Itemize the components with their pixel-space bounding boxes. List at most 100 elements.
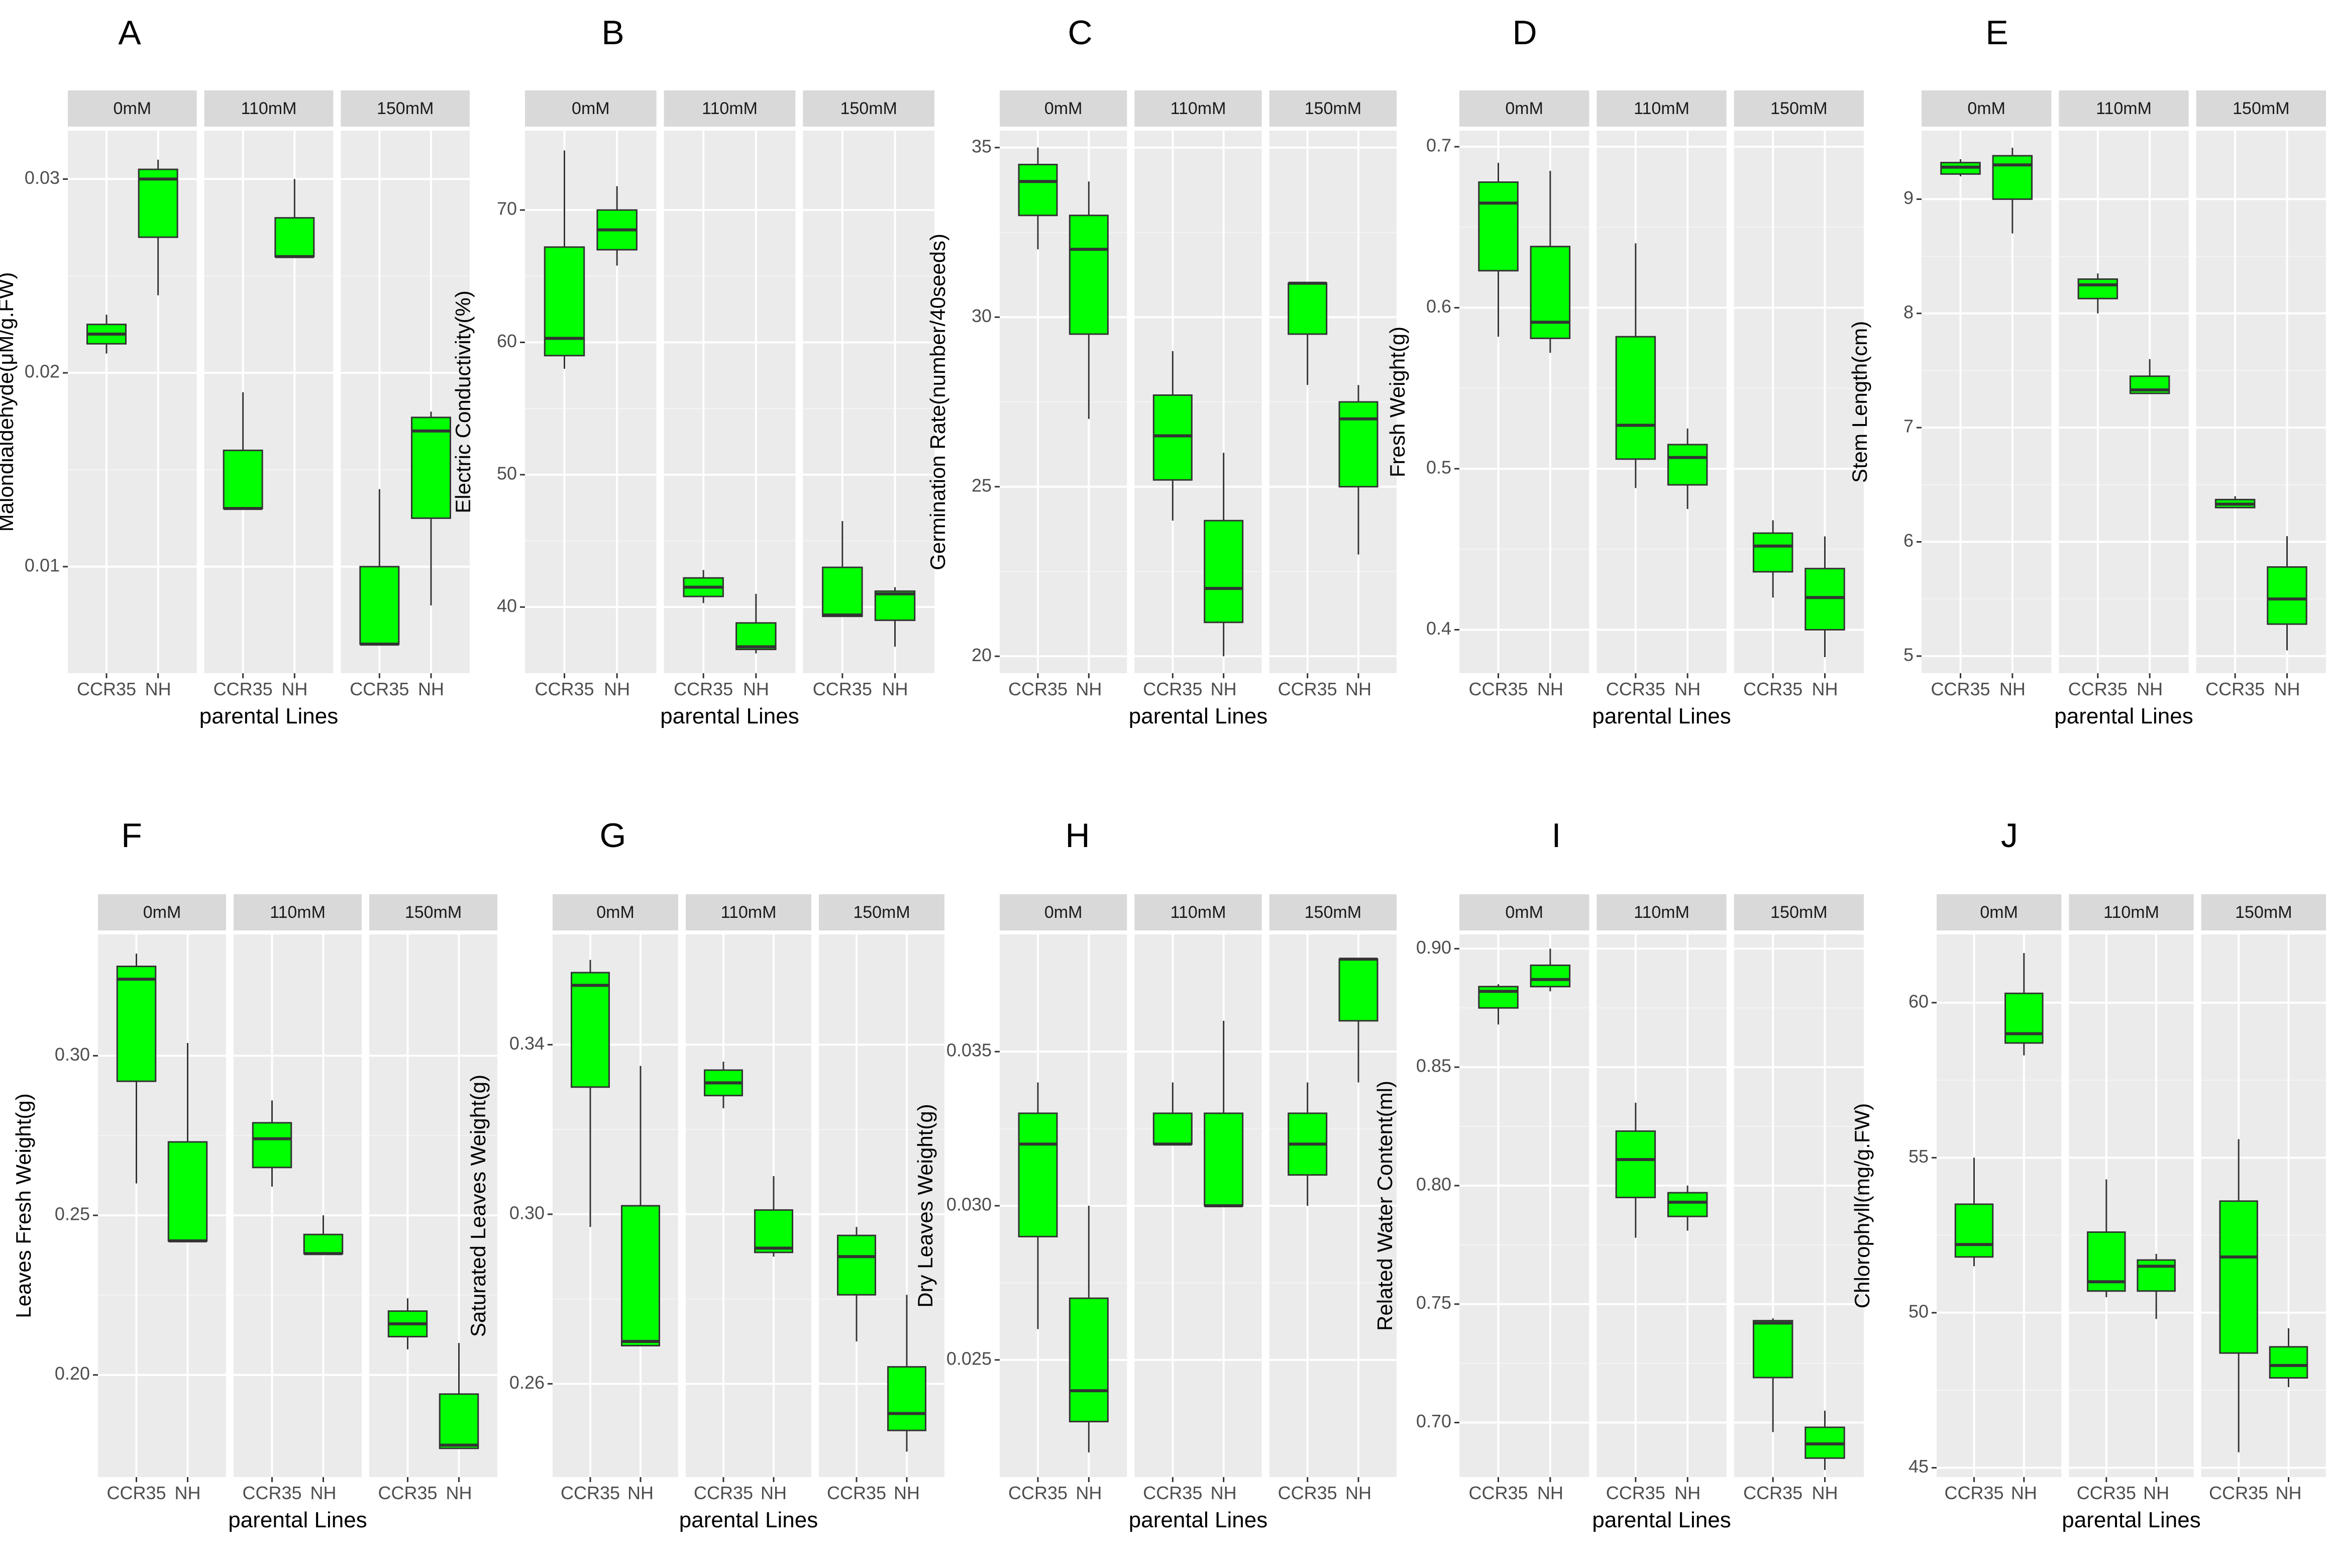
facet-label: 110mM <box>1634 99 1689 118</box>
panel-letter: F <box>121 816 142 855</box>
y-tick-label: 0.34 <box>509 1033 545 1054</box>
facet-label: 0mM <box>1505 99 1543 118</box>
panel-letter: G <box>600 816 626 855</box>
panel-letter: E <box>1985 14 2008 52</box>
y-tick-label: 0.75 <box>1416 1292 1451 1313</box>
facet-strip <box>98 894 226 930</box>
box <box>1752 1320 1793 1379</box>
y-tick-label: 0.85 <box>1416 1056 1451 1076</box>
box <box>274 217 315 258</box>
y-tick-label: 0.7 <box>1426 135 1451 156</box>
x-tick-label: CCR35 <box>2205 679 2265 699</box>
y-axis-title: Stem Length(cm) <box>1848 321 1871 483</box>
box <box>1478 181 1519 272</box>
y-tick-label: 6 <box>1903 530 1914 551</box>
facet-label: 150mM <box>1770 903 1827 922</box>
x-tick-label: NH <box>604 679 630 699</box>
facet-label: 0mM <box>572 99 610 118</box>
box <box>2219 1200 2258 1354</box>
panel-letter: J <box>2001 816 2018 855</box>
panel-letter: D <box>1512 14 1537 52</box>
box <box>1667 444 1708 486</box>
facet-label: 150mM <box>405 903 462 922</box>
y-tick-label: 0.30 <box>509 1202 545 1223</box>
y-tick-label: 0.030 <box>946 1194 992 1215</box>
box <box>1805 568 1845 631</box>
facet-label: 110mM <box>1634 903 1689 922</box>
chart-panel: J 0mM CCR35 NH 110mM CCR35 NH 150mM CCR35 NH 45 50 5… <box>1850 816 2326 1532</box>
box <box>1204 519 1244 623</box>
facet-label: 110mM <box>1171 99 1226 118</box>
y-tick-label: 50 <box>497 463 517 483</box>
box <box>223 449 263 509</box>
y-tick-label: 0.6 <box>1426 296 1451 317</box>
box <box>1288 282 1328 335</box>
x-tick-label: CCR35 <box>1143 1483 1202 1503</box>
facet-strip <box>369 894 497 930</box>
y-tick-label: 9 <box>1903 187 1914 208</box>
x-axis-title: parental Lines <box>660 704 799 728</box>
facet-label: 150mM <box>1770 99 1827 118</box>
x-tick-label: NH <box>1999 679 2026 699</box>
x-tick-label: NH <box>627 1483 654 1503</box>
facet-strip <box>1922 90 2052 127</box>
box <box>1338 401 1379 488</box>
facet-label: 110mM <box>2103 903 2159 922</box>
x-tick-label: CCR35 <box>813 679 872 699</box>
facet-strip <box>2196 90 2326 127</box>
box <box>1615 336 1656 460</box>
facet-label: 0mM <box>114 99 152 118</box>
x-tick-label: CCR35 <box>242 1483 301 1503</box>
facet-strip <box>819 894 944 930</box>
box <box>2004 992 2044 1044</box>
chart-panel: F 0mM CCR35 NH 110mM CCR35 NH 150mM CCR35 NH 0.20 0… <box>12 816 497 1532</box>
x-tick-label: CCR35 <box>694 1483 753 1503</box>
x-tick-label: NH <box>175 1483 201 1503</box>
y-tick-label: 0.70 <box>1416 1411 1451 1431</box>
box <box>1152 394 1193 481</box>
y-axis-title: Fresh Weight(g) <box>1386 327 1409 477</box>
y-tick-label: 0.25 <box>55 1204 90 1224</box>
chart-panel: H 0mM CCR35 NH 110mM CCR35 NH 150mM CCR35 NH 0.025… <box>913 816 1397 1532</box>
facet-label: 150mM <box>840 99 897 118</box>
facet-label: 110mM <box>270 903 326 922</box>
x-axis-title: parental Lines <box>2062 1508 2200 1532</box>
y-tick-label: 60 <box>497 331 517 351</box>
box <box>411 416 451 519</box>
box <box>1478 986 1519 1009</box>
facet-label: 150mM <box>2235 903 2292 922</box>
facet-strip <box>341 90 470 127</box>
facet-label: 0mM <box>1505 903 1543 922</box>
x-tick-label: CCR35 <box>561 1483 620 1503</box>
facet-strip <box>68 90 197 127</box>
x-tick-label: NH <box>1345 1483 1371 1503</box>
box <box>1667 1192 1708 1217</box>
x-tick-label: NH <box>2011 1483 2037 1503</box>
x-tick-label: CCR35 <box>1931 679 1990 699</box>
y-tick-label: 0.035 <box>946 1040 992 1061</box>
facet-panel <box>2069 934 2194 1477</box>
y-tick-label: 45 <box>1909 1456 1929 1477</box>
x-tick-label: CCR35 <box>1743 1483 1803 1503</box>
x-tick-label: CCR35 <box>1278 679 1337 699</box>
box <box>874 590 916 621</box>
x-tick-label: CCR35 <box>1008 1483 1068 1503</box>
facet-label: 150mM <box>1305 99 1361 118</box>
facet-strip <box>525 90 657 127</box>
facet-label: 0mM <box>1044 903 1083 922</box>
facet-strip <box>1597 894 1727 930</box>
box <box>735 622 777 651</box>
x-tick-label: CCR35 <box>107 1483 166 1503</box>
facet-strip <box>1734 894 1864 930</box>
facet-strip <box>204 90 334 127</box>
chart-panel: B 0mM CCR35 NH 110mM CCR35 NH 150mM CCR35 NH 40 50 6… <box>451 14 934 728</box>
y-tick-label: 5 <box>1903 644 1914 665</box>
box <box>1338 958 1379 1022</box>
box <box>887 1366 926 1431</box>
facet-strip <box>664 90 796 127</box>
facet-strip <box>1937 894 2062 930</box>
x-tick-label: CCR35 <box>378 1483 437 1503</box>
box <box>359 566 400 645</box>
y-tick-label: 35 <box>972 136 992 156</box>
facet-label: 110mM <box>721 903 777 922</box>
